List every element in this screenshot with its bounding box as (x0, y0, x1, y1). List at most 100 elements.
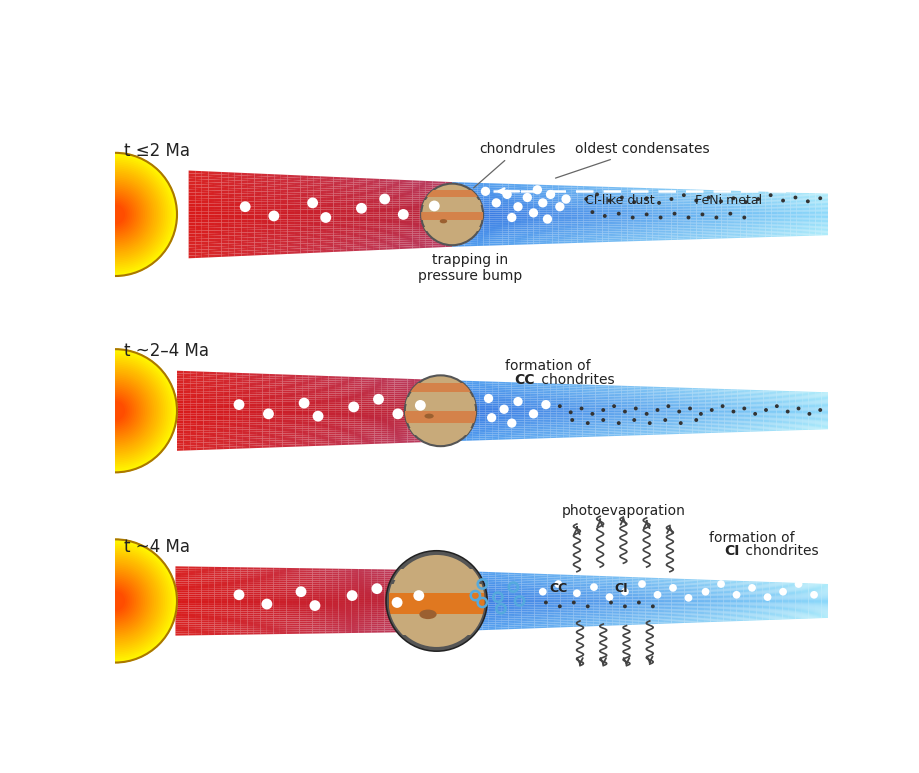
Polygon shape (515, 193, 520, 196)
Polygon shape (583, 216, 589, 218)
Polygon shape (429, 585, 437, 587)
Polygon shape (502, 193, 508, 196)
Polygon shape (443, 612, 449, 615)
Polygon shape (575, 419, 582, 421)
Polygon shape (580, 612, 586, 614)
Polygon shape (677, 211, 683, 213)
Polygon shape (508, 189, 515, 192)
Polygon shape (781, 609, 788, 610)
Polygon shape (596, 186, 602, 189)
Polygon shape (614, 230, 620, 231)
Polygon shape (243, 446, 249, 448)
Polygon shape (620, 393, 627, 395)
Polygon shape (261, 189, 267, 192)
Polygon shape (394, 383, 401, 385)
Circle shape (53, 540, 176, 662)
Polygon shape (714, 214, 720, 216)
Polygon shape (488, 625, 494, 626)
Polygon shape (197, 371, 203, 374)
Polygon shape (517, 383, 524, 384)
Polygon shape (405, 208, 412, 210)
Polygon shape (553, 618, 560, 619)
Polygon shape (443, 578, 449, 580)
Polygon shape (241, 632, 247, 635)
Polygon shape (184, 391, 190, 393)
Polygon shape (758, 229, 765, 230)
Polygon shape (247, 175, 255, 179)
Polygon shape (397, 603, 403, 605)
Polygon shape (763, 424, 769, 425)
Polygon shape (223, 434, 230, 438)
Polygon shape (698, 390, 705, 391)
Polygon shape (711, 414, 718, 415)
Polygon shape (401, 400, 407, 403)
Polygon shape (556, 407, 562, 409)
Polygon shape (765, 219, 771, 220)
Polygon shape (736, 615, 743, 616)
Polygon shape (698, 395, 705, 397)
Polygon shape (608, 231, 614, 233)
Polygon shape (221, 175, 228, 178)
Polygon shape (210, 384, 216, 386)
Polygon shape (307, 188, 313, 190)
Polygon shape (677, 586, 684, 587)
Polygon shape (627, 226, 633, 228)
Polygon shape (625, 581, 631, 583)
Polygon shape (593, 593, 599, 594)
Polygon shape (230, 384, 236, 387)
Polygon shape (776, 427, 782, 428)
Polygon shape (322, 409, 328, 410)
Polygon shape (176, 588, 182, 590)
Polygon shape (334, 177, 340, 179)
Polygon shape (627, 403, 633, 404)
Polygon shape (188, 237, 195, 239)
Polygon shape (571, 230, 577, 233)
Polygon shape (489, 193, 495, 195)
Polygon shape (255, 385, 262, 387)
Polygon shape (620, 414, 627, 415)
Circle shape (356, 203, 367, 213)
Polygon shape (391, 589, 397, 591)
Polygon shape (771, 206, 777, 207)
Polygon shape (553, 596, 560, 598)
Polygon shape (530, 434, 537, 435)
Polygon shape (230, 444, 236, 447)
Polygon shape (697, 593, 703, 594)
Polygon shape (646, 427, 652, 429)
Polygon shape (671, 235, 677, 237)
Polygon shape (374, 441, 380, 444)
Polygon shape (388, 393, 394, 394)
Polygon shape (416, 626, 423, 628)
Polygon shape (195, 209, 201, 212)
Polygon shape (762, 590, 768, 591)
Polygon shape (292, 570, 300, 572)
Polygon shape (397, 613, 403, 615)
Polygon shape (577, 213, 583, 214)
Polygon shape (646, 424, 652, 426)
Polygon shape (208, 597, 214, 599)
Polygon shape (320, 200, 326, 203)
Polygon shape (546, 192, 551, 194)
Polygon shape (438, 183, 445, 186)
Polygon shape (287, 202, 294, 205)
Polygon shape (652, 597, 658, 598)
Polygon shape (533, 242, 539, 244)
Polygon shape (553, 622, 560, 625)
Polygon shape (724, 431, 731, 433)
Polygon shape (234, 582, 241, 584)
Polygon shape (556, 419, 562, 421)
Polygon shape (380, 386, 388, 388)
Polygon shape (763, 426, 769, 427)
Polygon shape (267, 244, 274, 247)
Polygon shape (482, 187, 489, 189)
Polygon shape (437, 615, 443, 616)
Polygon shape (723, 620, 730, 621)
Polygon shape (176, 584, 182, 586)
Polygon shape (209, 236, 215, 239)
Polygon shape (348, 421, 355, 424)
Polygon shape (208, 622, 214, 625)
Polygon shape (658, 621, 664, 622)
Polygon shape (533, 201, 539, 203)
Polygon shape (434, 438, 440, 440)
Polygon shape (821, 201, 827, 203)
